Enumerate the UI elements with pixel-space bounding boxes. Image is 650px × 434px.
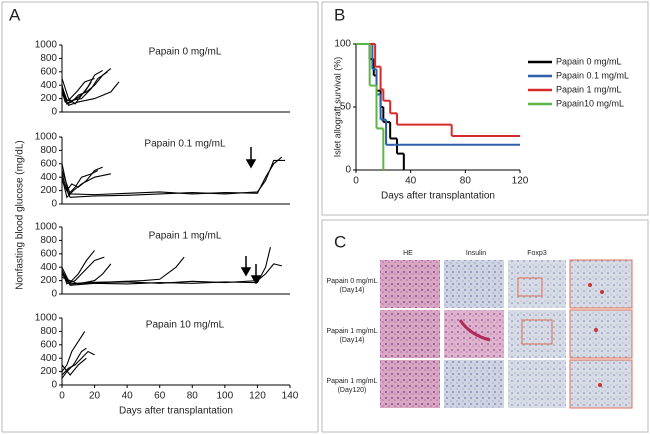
x-tick-label: 80 (187, 391, 199, 402)
y-tick-label: 600 (40, 158, 57, 169)
row-label: Papain 0 mg/mL (327, 278, 378, 285)
x-axis-label: Days after transplantation (381, 191, 495, 202)
y-axis-label: Islet allograft survival (%) (332, 57, 342, 158)
y-tick-label: 800 (40, 145, 57, 156)
line (61, 256, 105, 284)
y-tick-label: 200 (40, 185, 57, 196)
line (61, 263, 282, 285)
x-tick-label: 120 (249, 391, 266, 402)
row-label: Papain 1 mg/mL (327, 378, 378, 385)
line (61, 71, 108, 105)
x-tick-label: 40 (405, 176, 417, 187)
line (61, 77, 95, 103)
panel-label: B (334, 5, 345, 24)
y-tick-label: 600 (40, 66, 57, 77)
column-header: HE (403, 250, 413, 257)
y-tick-label: 800 (40, 235, 57, 246)
line (61, 163, 99, 196)
x-tick-label: 40 (122, 391, 134, 402)
legend-label: Papain 0 mg/mL (556, 56, 622, 66)
arrows (240, 147, 262, 285)
row-label: (Day120) (338, 387, 367, 394)
legend-label: Papain 0.1 mg/mL (556, 70, 629, 80)
y-tick-label: 1000 (35, 132, 58, 143)
x-axis-label: Days after transplantation (119, 406, 233, 417)
x-tick-label: 0 (353, 176, 359, 187)
y-tick-label: 200 (40, 366, 57, 377)
line (61, 81, 120, 106)
column-header: Insulin (466, 250, 486, 257)
y-tick-label: 50 (340, 102, 352, 113)
column-header: Foxp3 (527, 250, 547, 257)
line (61, 81, 92, 102)
line (61, 246, 271, 286)
line (61, 263, 112, 285)
y-tick-label: 800 (40, 326, 57, 337)
y-tick-label: 0 (345, 165, 351, 176)
x-tick-label: 60 (154, 391, 166, 402)
y-tick-label: 400 (40, 80, 57, 91)
y-tick-label: 100 (334, 39, 351, 50)
y-tick-label: 400 (40, 262, 57, 273)
line (61, 159, 286, 198)
y-tick-label: 400 (40, 172, 57, 183)
legend-label: Papain10 mg/mL (556, 98, 624, 108)
chart-title: Papain 10 mg/mL (146, 320, 225, 331)
line (61, 69, 103, 105)
chart-title: Papain 1 mg/mL (149, 231, 222, 242)
histology-grid: HE Insulin Foxp3 Papain 0 mg/mL (Day14) … (327, 250, 633, 409)
line (61, 250, 95, 285)
row-label: (Day14) (340, 337, 365, 344)
y-tick-label: 0 (51, 380, 57, 391)
y-tick-label: 1000 (35, 313, 58, 324)
y-tick-label: 200 (40, 93, 57, 104)
panel-frame (321, 1, 649, 216)
panel-label: C (334, 232, 346, 251)
x-tick-label: 100 (217, 391, 234, 402)
panel-frame (321, 219, 649, 433)
chart-title: Papain 0 mg/mL (149, 47, 222, 58)
y-tick-label: 800 (40, 53, 57, 64)
x-tick-label: 80 (460, 176, 472, 187)
x-tick-label: 20 (89, 391, 101, 402)
y-tick-label: 1000 (35, 40, 58, 51)
micrographs (380, 259, 633, 409)
row-label: Papain 1 mg/mL (327, 328, 378, 335)
panel-label: A (9, 5, 21, 24)
y-tick-label: 400 (40, 353, 57, 364)
x-tick-label: 140 (282, 391, 299, 402)
x-tick-label: 120 (512, 176, 529, 187)
y-tick-label: 1000 (35, 222, 58, 233)
y-tick-label: 0 (51, 199, 57, 210)
y-tick-label: 0 (51, 107, 57, 118)
line (61, 350, 95, 376)
chart-title: Papain 0.1 mg/mL (144, 139, 226, 150)
line (61, 331, 86, 372)
panel-frame (1, 1, 319, 433)
y-tick-label: 600 (40, 339, 57, 350)
legend-label: Papain 1 mg/mL (556, 84, 622, 94)
line (61, 357, 87, 376)
x-tick-label: 0 (59, 391, 65, 402)
line (61, 173, 111, 199)
y-tick-label: 200 (40, 275, 57, 286)
y-tick-label: 600 (40, 248, 57, 259)
row-label: (Day14) (340, 287, 365, 294)
y-tick-label: 0 (51, 289, 57, 300)
line (61, 347, 87, 379)
y-axis-label: Nonfasting blood glucose (mg/dL) (15, 140, 26, 290)
